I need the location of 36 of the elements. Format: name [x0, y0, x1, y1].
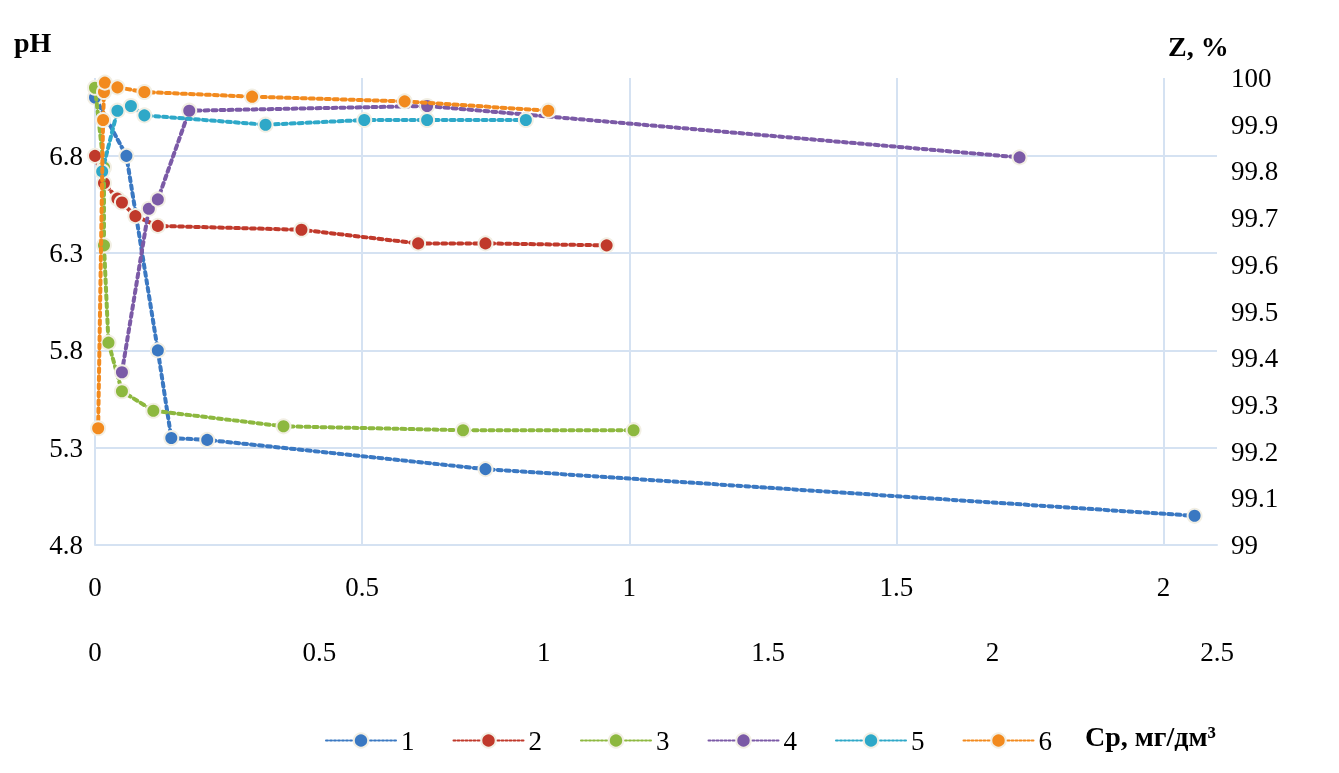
- y2-tick-label: 99.1: [1231, 483, 1279, 514]
- y-tick-label: 5.3: [49, 432, 83, 463]
- x-tick-label: 2: [985, 636, 1000, 667]
- legend-label: 3: [656, 725, 670, 756]
- y2-tick-label: 99.8: [1231, 156, 1279, 187]
- x-axis-title: Ср, мг/дм³: [1085, 720, 1216, 752]
- y-tick-label: 4.8: [49, 530, 83, 560]
- y2-axis-title: Z, %: [1168, 30, 1229, 62]
- x-tick-label: 1.5: [751, 636, 786, 667]
- legend-label: 6: [1038, 725, 1052, 756]
- legend-label: 1: [401, 725, 415, 756]
- x2-tick-label: 0.5: [345, 571, 380, 602]
- y2-tick-label: 99.9: [1231, 109, 1279, 140]
- x-tick-label: 1: [537, 636, 551, 667]
- legend-label: 4: [783, 725, 798, 756]
- y2-tick-label: 99.3: [1231, 389, 1279, 420]
- y-axis-title: pH: [14, 26, 52, 58]
- y2-tick-label: 99: [1231, 530, 1258, 560]
- y2-tick-label: 99.4: [1231, 343, 1279, 374]
- y-tick-label: 6.3: [49, 238, 83, 269]
- y-tick-label: 6.8: [49, 140, 83, 171]
- x-tick-label: 0.5: [302, 636, 337, 667]
- y2-tick-label: 100: [1231, 63, 1272, 93]
- y-tick-label: 5.8: [49, 335, 83, 366]
- x2-tick-label: 1: [622, 571, 637, 602]
- x2-tick-label: 1.5: [879, 571, 914, 602]
- legend-label: 5: [911, 725, 925, 756]
- y2-tick-label: 99.6: [1231, 249, 1279, 280]
- x-tick-label: 2.5: [1200, 636, 1234, 667]
- y2-tick-label: 99.5: [1231, 296, 1279, 327]
- x2-tick-label: 2: [1156, 571, 1171, 602]
- x-tick-label: 0: [88, 636, 102, 667]
- y2-tick-label: 99.2: [1231, 436, 1279, 467]
- x2-tick-label: 0: [88, 571, 102, 602]
- legend-label: 2: [528, 725, 542, 756]
- y2-tick-label: 99.7: [1231, 203, 1279, 234]
